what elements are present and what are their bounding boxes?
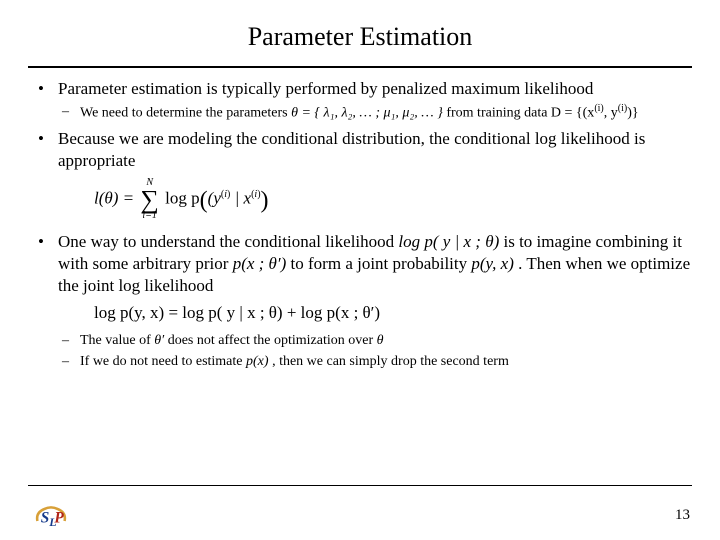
bullet-1-text: Parameter estimation is typically perfor…: [58, 79, 593, 98]
bullet-1-sub-1: We need to determine the parameters θ = …: [58, 103, 692, 123]
b3s2-a: If we do not need to estimate: [80, 354, 246, 369]
b1s1-params: θ = { λ₁, λ₂, … ; μ₁, μ₂, … }: [291, 105, 446, 120]
eq1-a: log p: [165, 188, 199, 207]
b3-inline1: log p( y | x ; θ): [398, 232, 503, 251]
equation-1: l(θ) = N∑i=1 log p((y(i) | x(i)): [94, 178, 692, 221]
eq1-b: (y: [208, 188, 221, 207]
eq2-text: log p(y, x) = log p( y | x ; θ) + log p(…: [94, 303, 380, 322]
bullet-2: Because we are modeling the conditional …: [36, 128, 692, 172]
eq1-sup1: (i): [221, 189, 230, 200]
logo-icon: S L P: [34, 500, 68, 530]
b3-sub-1: The value of θ′ does not affect the opti…: [58, 332, 692, 350]
b3-inline2: p(x ; θ′): [233, 254, 291, 273]
b1s1-sup2: (i): [618, 103, 627, 114]
slide-title: Parameter Estimation: [0, 0, 720, 62]
b3s1-theta2: θ: [377, 333, 384, 348]
b3-a: One way to understand the conditional li…: [58, 232, 398, 251]
slide: Parameter Estimation Parameter estimatio…: [0, 0, 720, 540]
bullet-3-subs: The value of θ′ does not affect the opti…: [36, 332, 692, 371]
b1s1-a: We need to determine the parameters: [80, 105, 291, 120]
b1s1-d: )}: [627, 105, 638, 120]
svg-text:P: P: [54, 510, 64, 527]
b3s2-px: p(x): [246, 354, 272, 369]
b3s1-a: The value of: [80, 333, 154, 348]
b1s1-c: , y: [604, 105, 618, 120]
sigma-icon: N∑i=1: [140, 178, 159, 221]
eq1-sumi: i=1: [140, 211, 159, 221]
b3s1-theta: θ′: [154, 333, 167, 348]
b3-c: to form a joint probability: [291, 254, 472, 273]
b3-inline3: p(y, x): [471, 254, 518, 273]
eq1-lhs: l(θ) =: [94, 188, 138, 207]
svg-text:S: S: [41, 510, 50, 527]
bullet-3: One way to understand the conditional li…: [36, 231, 692, 296]
b1s1-b: from training data D = {(x: [446, 105, 594, 120]
bullet-1: Parameter estimation is typically perfor…: [36, 78, 692, 122]
title-divider: [28, 66, 692, 68]
b3s2-b: , then we can simply drop the second ter…: [272, 354, 509, 369]
eq1-sup2: (i): [251, 189, 260, 200]
bullet-2-text: Because we are modeling the conditional …: [58, 129, 645, 170]
slide-body: Parameter estimation is typically perfor…: [0, 78, 720, 371]
footer-divider: [28, 485, 692, 486]
lparen-icon: (: [200, 187, 208, 213]
b3s1-b: does not affect the optimization over: [168, 333, 377, 348]
b3-sub-2: If we do not need to estimate p(x) , the…: [58, 353, 692, 371]
eq1-c: | x: [230, 188, 251, 207]
rparen-icon: ): [261, 187, 269, 213]
equation-2: log p(y, x) = log p( y | x ; θ) + log p(…: [94, 302, 692, 324]
page-number: 13: [675, 507, 690, 524]
b1s1-sup1: (i): [594, 103, 603, 114]
